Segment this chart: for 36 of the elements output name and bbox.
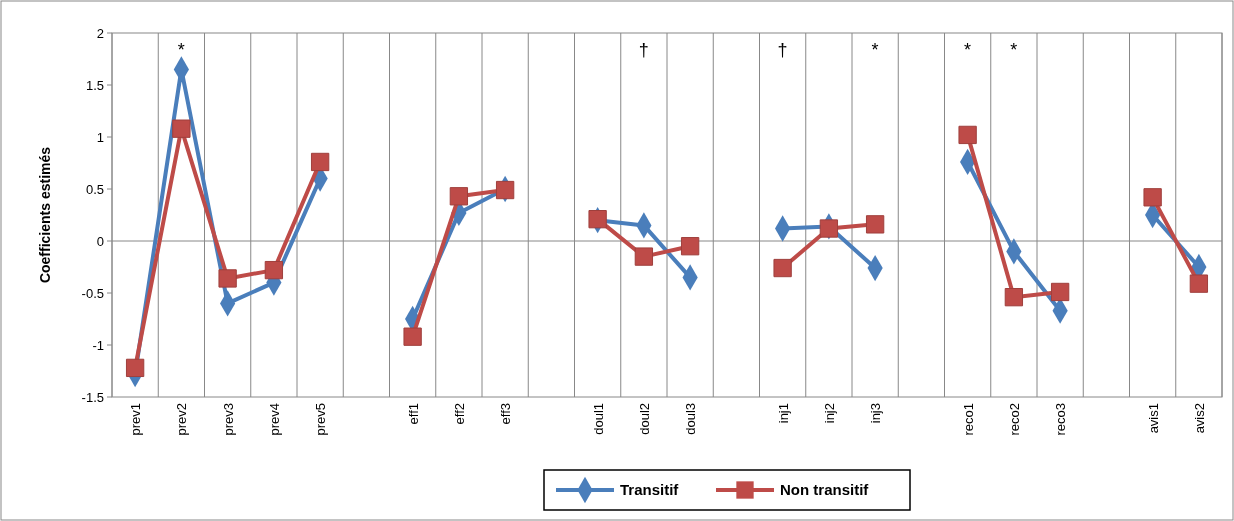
legend-label: Non transitif	[780, 481, 870, 499]
x-tick-label: doul1	[590, 403, 606, 435]
y-tick-label: -1	[92, 337, 104, 353]
x-tick-label: prev5	[313, 403, 329, 436]
y-tick-label: -1.5	[81, 389, 104, 405]
x-tick-label: reco3	[1053, 403, 1069, 436]
annotation: *	[871, 40, 879, 60]
annotation: *	[177, 40, 185, 60]
x-tick-label: avis2	[1191, 403, 1207, 434]
x-tick-label: inj1	[775, 403, 791, 424]
y-tick-label: 0.5	[85, 181, 104, 197]
y-tick-label: 1.5	[85, 77, 104, 93]
x-tick-label: eff3	[498, 403, 514, 425]
x-tick-label: eff1	[405, 403, 421, 425]
x-tick-label: inj2	[821, 403, 837, 424]
x-tick-label: prev3	[220, 403, 236, 436]
x-tick-label: reco2	[1006, 403, 1022, 436]
annotation: *	[964, 40, 972, 60]
annotation: *	[1010, 40, 1018, 60]
y-tick-label: 2	[96, 25, 104, 41]
y-tick-label: -0.5	[81, 285, 104, 301]
y-tick-label: 1	[96, 129, 104, 145]
x-tick-label: doul3	[683, 403, 699, 435]
y-axis-title: Coefficients estimés	[37, 146, 53, 284]
x-tick-label: inj3	[868, 403, 884, 424]
x-tick-label: prev2	[174, 403, 190, 436]
annotation: †	[638, 40, 649, 60]
annotation: †	[777, 40, 788, 60]
legend-label: Transitif	[620, 481, 680, 499]
x-tick-label: doul2	[636, 403, 652, 435]
x-tick-label: prev4	[266, 403, 282, 436]
y-tick-label: 0	[96, 233, 104, 249]
x-tick-label: reco1	[960, 403, 976, 436]
x-tick-label: avis1	[1145, 403, 1161, 434]
x-tick-label: prev1	[128, 403, 144, 436]
x-tick-label: eff2	[451, 403, 467, 425]
